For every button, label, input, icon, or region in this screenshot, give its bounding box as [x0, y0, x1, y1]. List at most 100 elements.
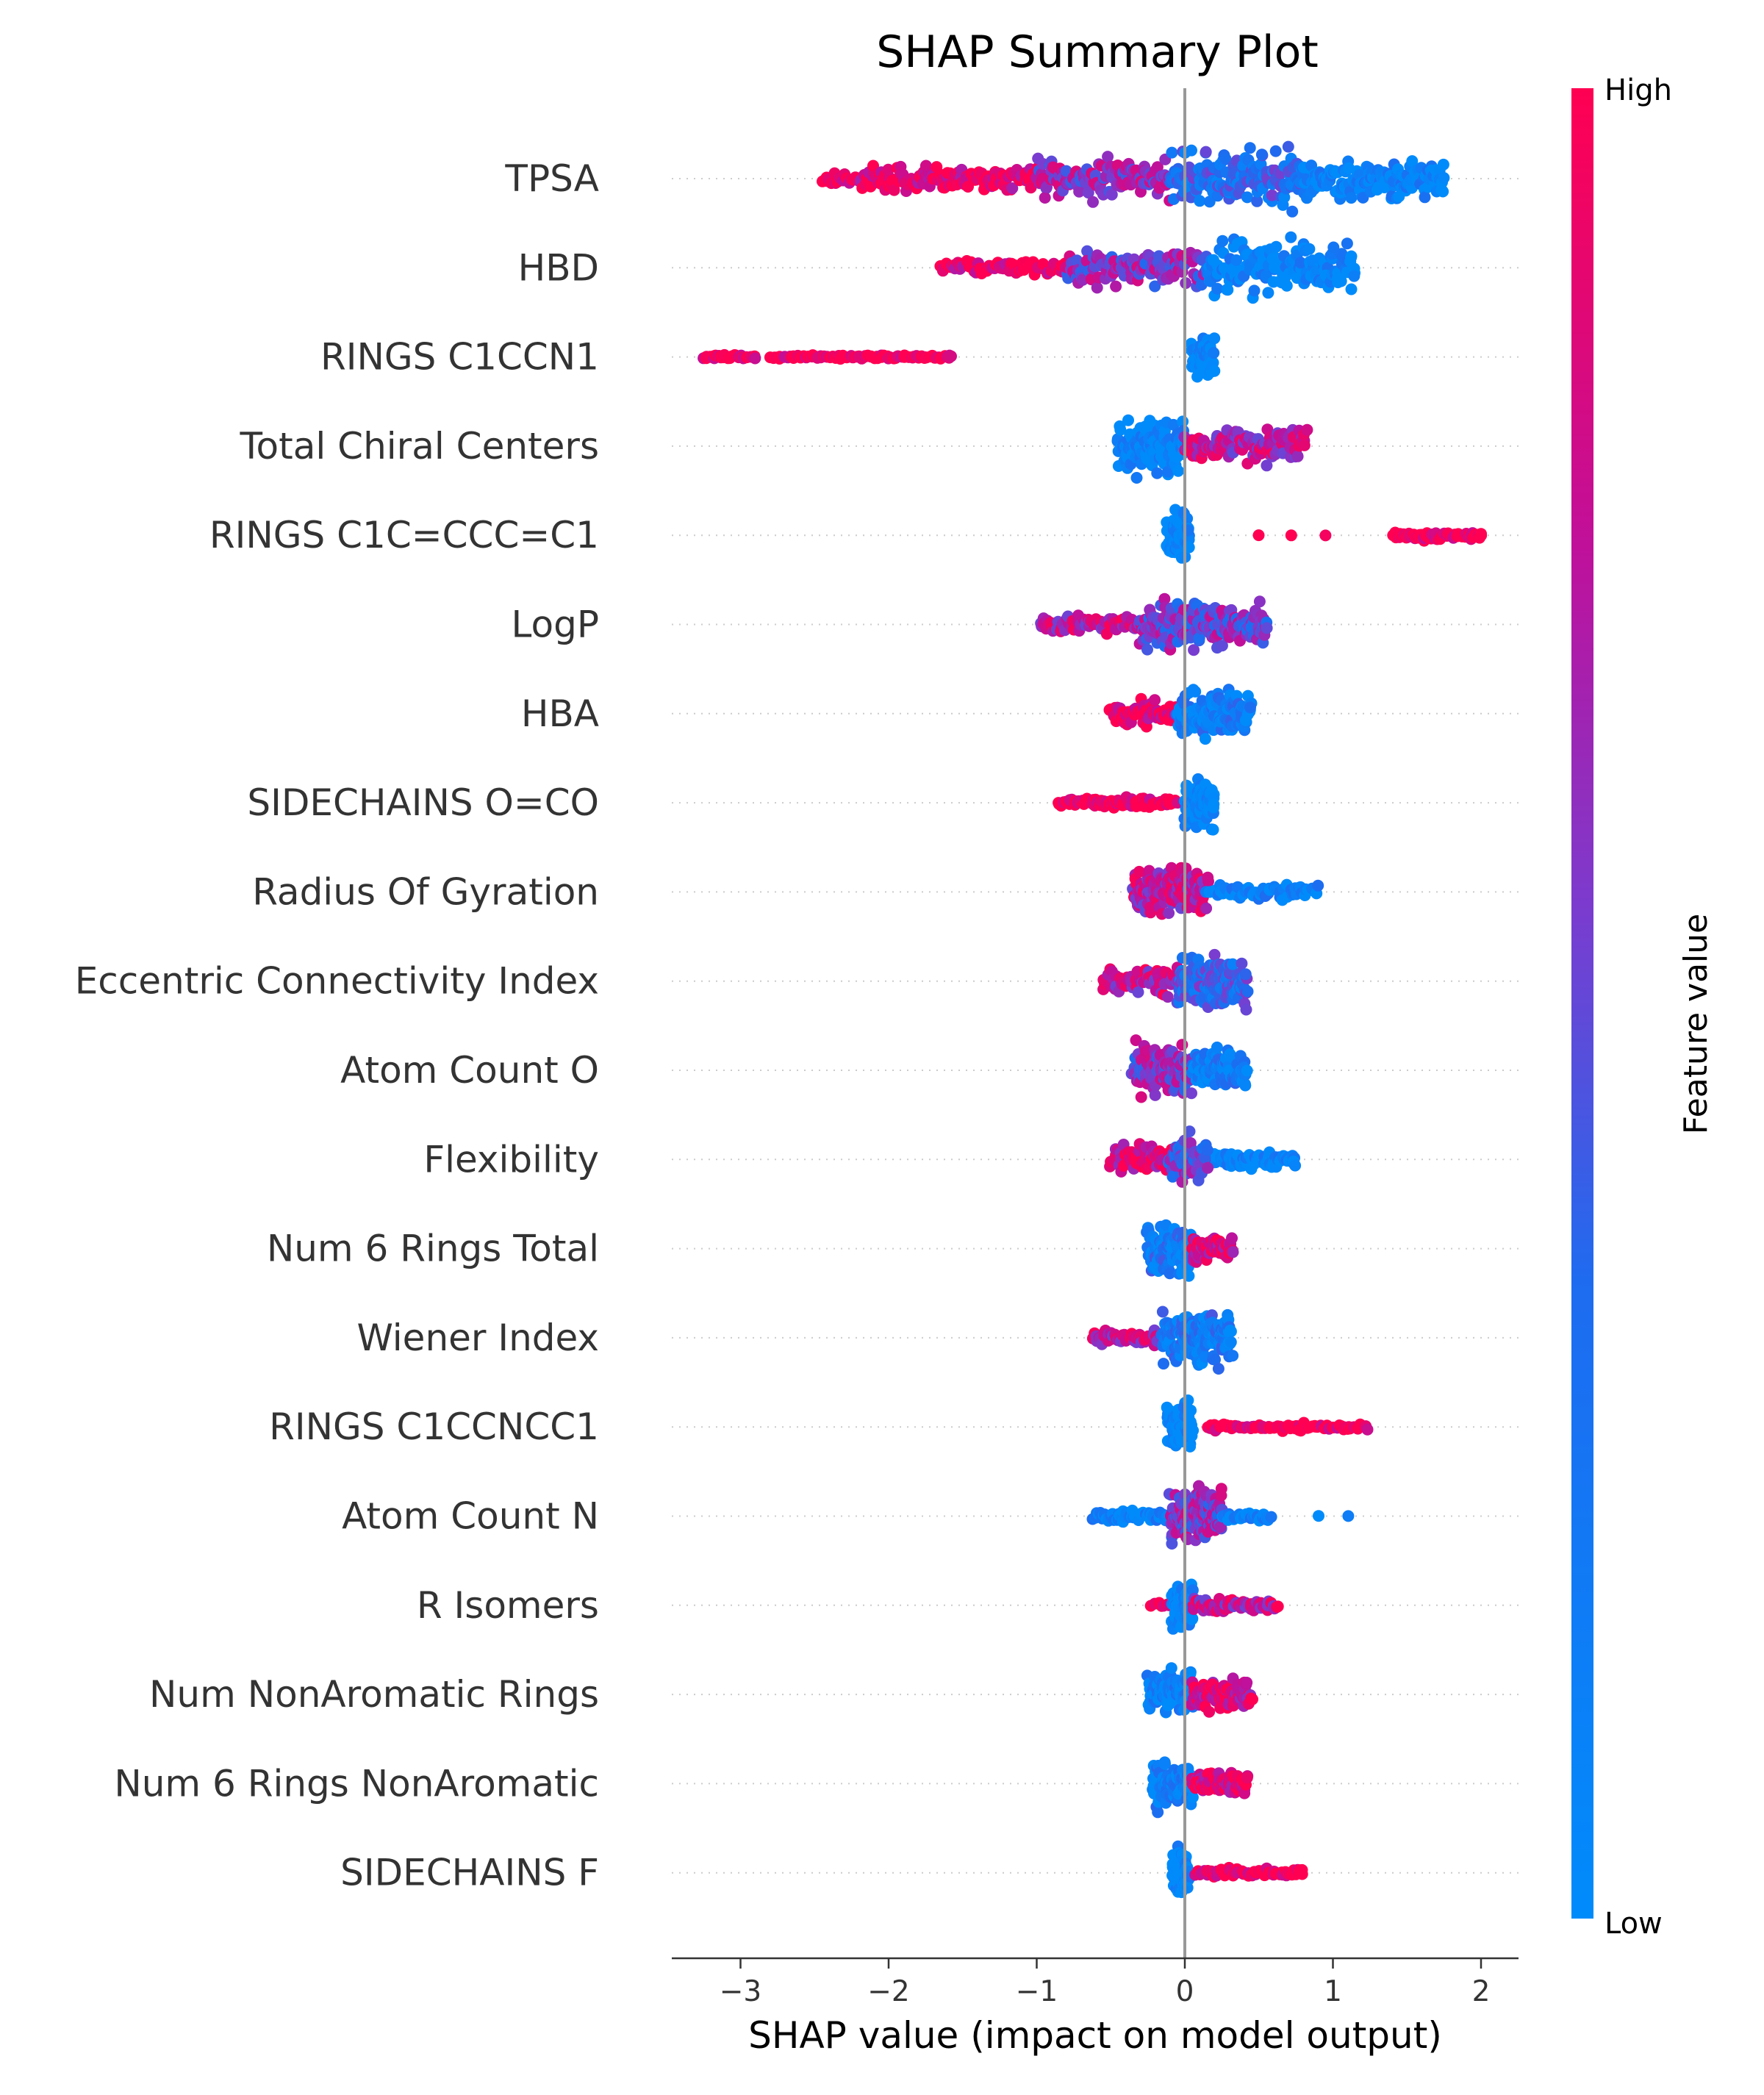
- shap-point: [1241, 1677, 1253, 1688]
- shap-point: [1141, 643, 1153, 656]
- shap-point: [1151, 467, 1164, 479]
- feature-label: Atom Count O: [340, 1049, 599, 1092]
- shap-point: [1253, 595, 1266, 608]
- shap-points: [698, 140, 1488, 1899]
- shap-point: [1211, 282, 1224, 295]
- shap-point: [1151, 161, 1164, 173]
- shap-point: [1303, 243, 1316, 255]
- x-tick-label: −2: [867, 1975, 910, 2008]
- shap-point: [1225, 1325, 1237, 1338]
- colorbar: [1571, 88, 1593, 1919]
- shap-point: [1280, 279, 1293, 292]
- shap-point: [1248, 284, 1261, 297]
- shap-point: [1207, 801, 1219, 814]
- feature-label: Num NonAromatic Rings: [149, 1673, 599, 1716]
- shap-point: [1227, 1246, 1239, 1258]
- feature-label: Wiener Index: [356, 1317, 599, 1359]
- shap-point: [1091, 282, 1103, 294]
- feature-label: LogP: [512, 604, 599, 646]
- shap-point: [1184, 1137, 1197, 1149]
- feature-label: HBD: [518, 246, 599, 289]
- x-tick-label: −1: [1016, 1975, 1058, 2008]
- shap-point: [1348, 270, 1360, 282]
- shap-point: [1156, 1306, 1169, 1318]
- shap-point: [1266, 189, 1278, 201]
- shap-point: [1261, 622, 1273, 634]
- shap-point: [1193, 631, 1205, 644]
- feature-label: TPSA: [504, 157, 599, 200]
- shap-point: [1166, 146, 1178, 159]
- shap-point: [1251, 195, 1263, 207]
- shap-point: [1149, 694, 1161, 706]
- feature-label: Atom Count N: [342, 1495, 599, 1538]
- shap-point: [1164, 1267, 1176, 1280]
- x-axis-label: SHAP value (impact on model output): [748, 2014, 1442, 2057]
- shap-point: [1087, 196, 1099, 208]
- shap-point: [1215, 1483, 1227, 1495]
- shap-point: [1130, 472, 1143, 484]
- shap-point: [1203, 1705, 1216, 1718]
- shap-point: [945, 350, 957, 362]
- shap-point: [1272, 1600, 1284, 1613]
- shap-point: [888, 184, 900, 196]
- shap-point: [1208, 347, 1220, 359]
- shap-point: [1345, 192, 1358, 204]
- x-axis-ticks: −3 −2 −1 0 1 2: [720, 1958, 1491, 2008]
- shap-point: [1163, 907, 1175, 920]
- shap-point: [1236, 957, 1248, 970]
- feature-label: Num 6 Rings Total: [267, 1228, 599, 1270]
- feature-label: HBA: [521, 692, 599, 735]
- shap-point: [1039, 192, 1051, 204]
- shap-point: [1165, 1662, 1177, 1675]
- shap-point: [1345, 283, 1358, 296]
- x-tick-label: −3: [720, 1975, 762, 2008]
- shap-point: [1105, 188, 1118, 201]
- shap-point: [1296, 1863, 1308, 1876]
- shap-point: [1100, 628, 1113, 640]
- shap-point: [1419, 191, 1431, 204]
- shap-point: [1207, 823, 1219, 836]
- feature-gridlines: [672, 178, 1519, 1874]
- shap-point: [1240, 1003, 1252, 1016]
- shap-point: [1149, 1089, 1161, 1101]
- shap-point: [1262, 287, 1274, 299]
- shap-point: [1437, 185, 1449, 198]
- shap-point: [1166, 1538, 1178, 1550]
- shap-point: [1298, 439, 1311, 451]
- shap-point: [1241, 1772, 1253, 1784]
- shap-point: [1241, 1064, 1253, 1077]
- shap-point: [1227, 1350, 1239, 1362]
- feature-label: Eccentric Connectivity Index: [75, 960, 599, 1003]
- shap-point: [1122, 414, 1134, 426]
- shap-point: [1255, 148, 1268, 161]
- shap-point: [1185, 1404, 1197, 1417]
- shap-point: [1335, 275, 1347, 287]
- shap-point: [1238, 1078, 1251, 1090]
- shap-point: [1437, 158, 1449, 171]
- x-tick-label: 1: [1324, 1975, 1342, 2008]
- shap-point: [1282, 140, 1294, 153]
- shap-point: [1102, 151, 1114, 163]
- shap-point: [1216, 640, 1228, 652]
- shap-point: [1082, 187, 1094, 199]
- shap-point: [1208, 332, 1221, 345]
- shap-point: [1261, 459, 1273, 472]
- shap-point: [1265, 1511, 1277, 1523]
- chart-title: SHAP Summary Plot: [876, 26, 1319, 78]
- shap-point: [1133, 865, 1145, 878]
- shap-point: [1291, 450, 1304, 462]
- shap-point: [1132, 986, 1144, 998]
- feature-label: SIDECHAINS O=CO: [247, 781, 599, 824]
- shap-point: [1158, 592, 1171, 605]
- feature-label: Num 6 Rings NonAromatic: [114, 1762, 599, 1805]
- x-tick-label: 2: [1472, 1975, 1491, 2008]
- shap-point: [1269, 145, 1282, 157]
- shap-point: [1143, 864, 1155, 877]
- shap-point: [1438, 172, 1450, 184]
- shap-point: [1149, 280, 1161, 293]
- shap-point: [1252, 529, 1265, 542]
- shap-point: [1077, 273, 1089, 286]
- shap-point: [1244, 142, 1256, 154]
